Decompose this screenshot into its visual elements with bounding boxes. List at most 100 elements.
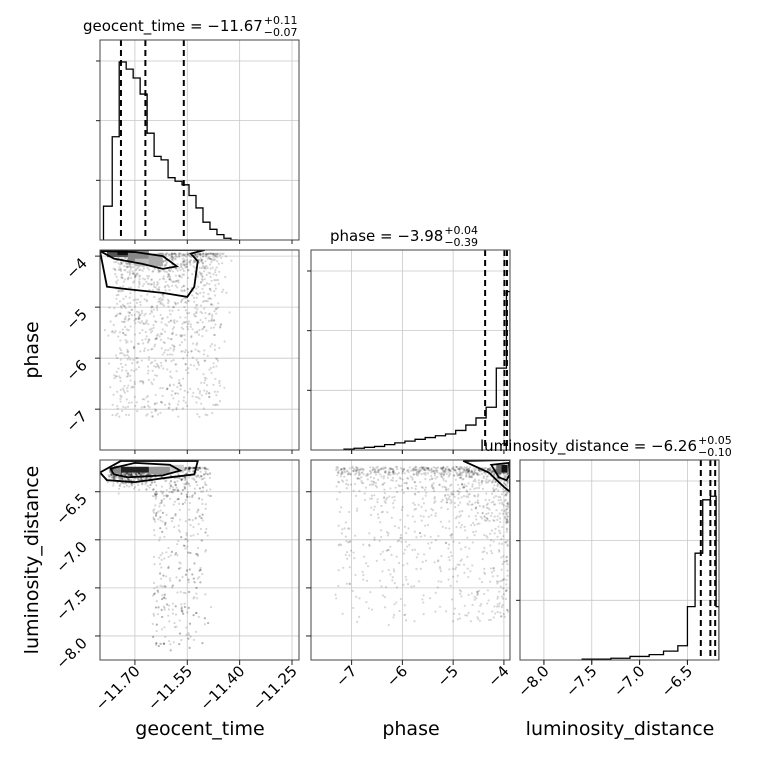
sample-point (438, 605, 442, 608)
sample-point (134, 473, 138, 476)
sample-point (490, 514, 493, 517)
sample-point (434, 538, 438, 542)
sample-point (454, 468, 457, 472)
sample-point (127, 478, 131, 481)
sample-point (196, 413, 199, 416)
sample-point (448, 469, 451, 472)
sample-point (139, 321, 142, 325)
sample-point (184, 478, 187, 481)
sample-point (117, 367, 120, 370)
sample-point (413, 508, 416, 511)
sample-point (450, 536, 453, 539)
sample-point (432, 482, 435, 485)
sample-point (157, 271, 160, 274)
sample-point (200, 258, 204, 261)
sample-point (496, 485, 499, 488)
sample-point (499, 498, 502, 501)
sample-point (488, 468, 491, 472)
sample-point (135, 310, 139, 313)
sample-point (154, 338, 157, 341)
sample-point (153, 267, 156, 271)
sample-point (195, 552, 198, 556)
sample-point (415, 468, 418, 472)
sample-point (397, 539, 401, 542)
sample-point (145, 488, 148, 491)
sample-point (505, 578, 508, 582)
sample-point (183, 321, 186, 324)
sample-point (411, 467, 415, 470)
sample-point (486, 602, 489, 605)
sample-point (419, 535, 423, 538)
sample-point (187, 468, 191, 471)
sample-point (162, 304, 165, 307)
sample-point (383, 558, 386, 561)
sample-point (474, 501, 477, 504)
sample-point (172, 252, 175, 255)
sample-point (174, 483, 177, 486)
sample-point (197, 508, 200, 511)
sample-point (441, 469, 444, 472)
sample-point (497, 525, 500, 528)
sample-point (186, 312, 189, 315)
sample-point (207, 391, 211, 395)
sample-point (503, 482, 507, 486)
sample-point (187, 269, 190, 272)
sample-point (184, 349, 187, 352)
sample-point (176, 498, 179, 501)
sample-point (170, 550, 174, 554)
sample-point (362, 468, 365, 471)
sample-point (163, 504, 166, 507)
sample-point (474, 480, 477, 483)
sample-point (165, 495, 168, 498)
sample-point (342, 469, 346, 472)
sample-point (335, 485, 338, 488)
sample-point (173, 481, 176, 484)
sample-point (122, 297, 125, 300)
sample-point (181, 257, 184, 260)
panel-frame (99, 249, 300, 451)
sample-point (386, 530, 389, 534)
sample-point (152, 326, 155, 329)
sample-point (200, 498, 204, 501)
sample-point (159, 270, 162, 273)
sample-point (438, 472, 441, 475)
sample-point (411, 469, 415, 472)
sample-point (486, 475, 490, 478)
sample-point (217, 302, 220, 305)
sample-point (159, 584, 162, 587)
sample-point (362, 573, 365, 577)
sample-point (193, 596, 196, 599)
sample-point (119, 388, 122, 391)
sample-point (473, 469, 476, 472)
sample-point (126, 350, 129, 353)
sample-point (203, 617, 206, 620)
sample-point (199, 470, 202, 473)
sample-point (453, 495, 456, 498)
sample-point (109, 473, 113, 476)
sample-point (126, 265, 129, 268)
sample-point (175, 253, 178, 257)
sample-point (197, 468, 200, 471)
sample-point (501, 603, 504, 607)
sample-point (460, 548, 463, 551)
sample-point (213, 344, 216, 347)
sample-point (195, 343, 198, 346)
sample-point (175, 320, 179, 323)
sample-point (113, 478, 116, 481)
sample-point (170, 252, 173, 256)
sample-point (214, 253, 217, 256)
sample-point (181, 253, 184, 257)
sample-point (382, 466, 385, 469)
sample-point (339, 472, 342, 475)
sample-point (506, 543, 509, 546)
sample-point (137, 317, 140, 320)
sample-point (180, 265, 183, 268)
sample-point (434, 469, 437, 472)
sample-point (156, 585, 159, 588)
sample-point (214, 258, 217, 261)
sample-point (145, 321, 148, 324)
sample-point (372, 483, 375, 486)
sample-point (176, 554, 179, 557)
sample-point (123, 473, 126, 476)
sample-point (392, 616, 395, 619)
